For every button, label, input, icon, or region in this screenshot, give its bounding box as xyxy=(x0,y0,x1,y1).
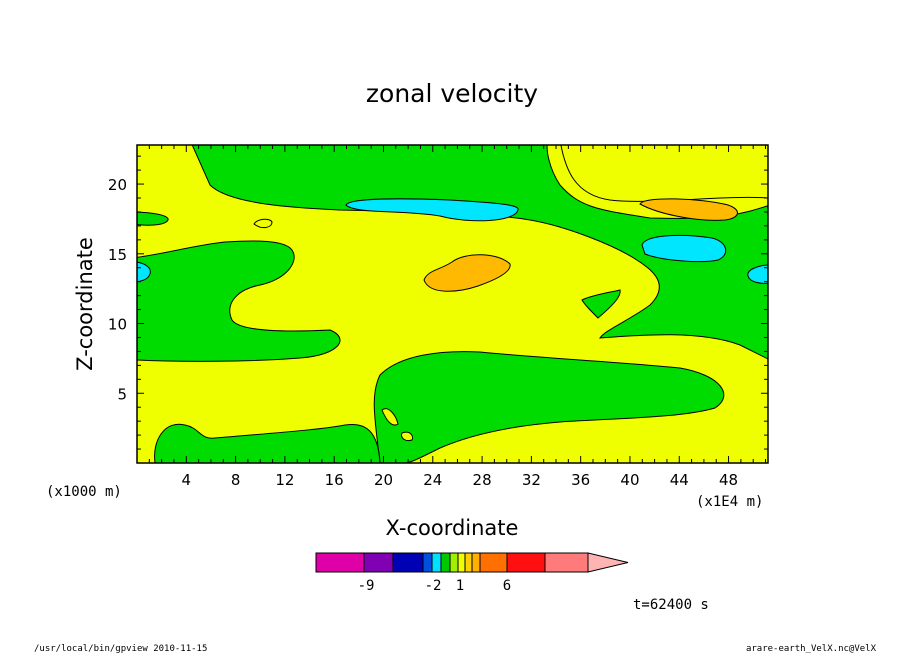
plot-area xyxy=(136,144,769,464)
region-orange-1 xyxy=(423,254,511,292)
colorbar-segment xyxy=(363,552,394,573)
colorbar-segment xyxy=(315,552,365,573)
x-tick-label: 48 xyxy=(719,471,738,489)
y-tick-label: 15 xyxy=(108,246,127,264)
region-yellow-island-2 xyxy=(381,408,399,426)
colorbar-segment xyxy=(392,552,424,573)
region-yellow-island-3 xyxy=(401,431,413,441)
x-tick-label: 32 xyxy=(522,471,541,489)
region-green-blob xyxy=(581,289,621,319)
region-cyan-2 xyxy=(641,234,727,263)
x-tick-label: 20 xyxy=(374,471,393,489)
colorbar-label: -2 xyxy=(425,578,442,594)
colorbar-segment xyxy=(544,552,589,573)
region-green-lower xyxy=(373,351,725,463)
x-tick-label: 40 xyxy=(620,471,639,489)
colorbar xyxy=(315,552,629,573)
colorbar-arrow xyxy=(587,552,629,573)
time-label: t=62400 s xyxy=(633,597,709,613)
plot-frame xyxy=(136,144,769,464)
colorbar-labels: -9 -2 1 6 xyxy=(358,578,512,594)
colorbar-label: 6 xyxy=(503,578,511,594)
colorbar-label: -9 xyxy=(358,578,375,594)
colorbar-segment xyxy=(422,552,433,573)
footer-right: arare-earth_VelX.nc@VelX xyxy=(746,644,877,654)
footer-left: /usr/local/bin/gpview 2010-11-15 xyxy=(34,644,207,654)
chart-title: zonal velocity xyxy=(366,79,538,108)
colorbar-segment xyxy=(464,552,473,573)
x-tick-labels: 4 8 12 16 20 24 28 32 36 40 44 48 xyxy=(182,471,739,489)
x-unit-right: (x1E4 m) xyxy=(696,494,763,510)
x-tick-label: 8 xyxy=(231,471,241,489)
colorbar-label: 1 xyxy=(456,578,464,594)
colorbar-segment xyxy=(449,552,459,573)
x-unit-left: (x1000 m) xyxy=(46,484,122,500)
x-tick-label: 28 xyxy=(473,471,492,489)
region-cyan-right xyxy=(747,264,768,284)
region-green-bottom-left xyxy=(154,423,381,463)
y-tick-label: 10 xyxy=(108,316,127,334)
colorbar-segment xyxy=(440,552,451,573)
axis-ticks xyxy=(137,145,768,463)
region-orange-2 xyxy=(639,198,738,221)
x-tick-label: 44 xyxy=(670,471,689,489)
colorbar-segment xyxy=(471,552,481,573)
colorbar-segment xyxy=(431,552,442,573)
y-axis-label: Z-coordinate xyxy=(73,237,97,371)
y-tick-label: 5 xyxy=(117,385,127,403)
colorbar-segment xyxy=(457,552,466,573)
x-tick-label: 4 xyxy=(182,471,192,489)
region-green-left-small xyxy=(137,211,169,226)
region-cyan-1 xyxy=(345,198,519,222)
x-tick-label: 24 xyxy=(423,471,442,489)
x-tick-label: 36 xyxy=(571,471,590,489)
region-green-left xyxy=(137,240,341,362)
colorbar-segment xyxy=(506,552,546,573)
region-cyan-left xyxy=(137,261,151,283)
x-tick-label: 16 xyxy=(325,471,344,489)
colorbar-segment xyxy=(479,552,508,573)
region-yellow-island-1 xyxy=(253,218,273,229)
y-tick-labels: 5 10 15 20 xyxy=(108,176,127,403)
x-axis-label: X-coordinate xyxy=(386,516,519,540)
y-tick-label: 20 xyxy=(108,176,127,194)
region-yellow-topright xyxy=(560,145,768,202)
x-tick-label: 12 xyxy=(275,471,294,489)
